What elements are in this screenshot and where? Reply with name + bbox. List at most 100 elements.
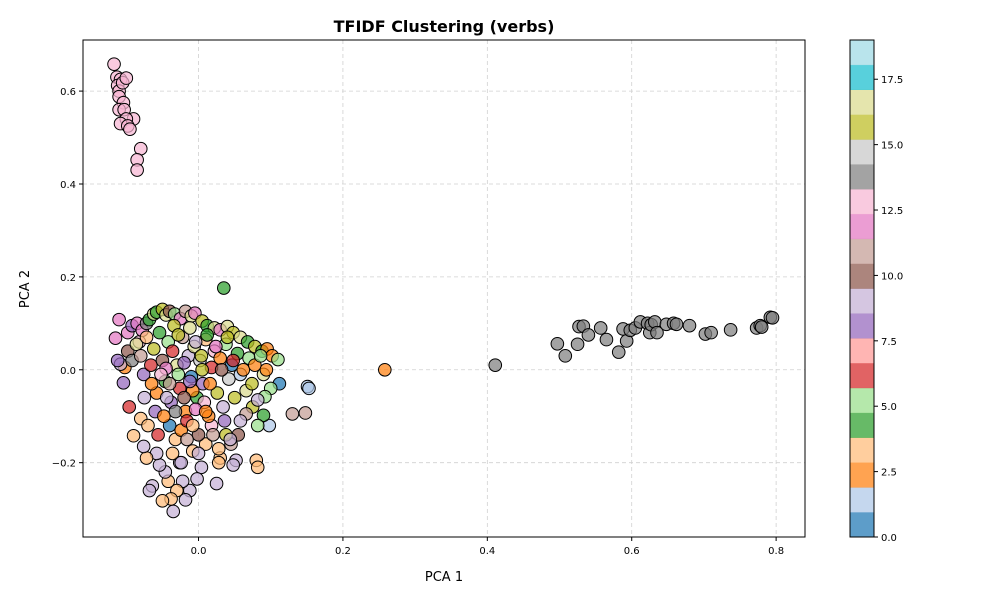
grid — [83, 40, 805, 537]
colorbar: 0.0 2.5 5.0 7.5 10.0 12.5 15.0 17.5 — [849, 39, 903, 544]
y-tick-label: 0.0 — [60, 366, 76, 377]
data-point — [250, 460, 265, 475]
data-point — [550, 336, 565, 351]
data-point — [157, 409, 171, 424]
data-point — [171, 367, 186, 382]
colorbar-segment — [850, 412, 874, 438]
data-point — [250, 393, 265, 407]
data-point — [177, 390, 191, 405]
data-point — [259, 362, 274, 377]
y-tick-label: 0.6 — [60, 87, 76, 98]
data-point — [130, 163, 144, 177]
colorbar-segment — [850, 213, 874, 240]
data-point — [133, 349, 148, 363]
data-point — [144, 358, 158, 372]
data-point — [137, 390, 152, 405]
data-point — [223, 432, 238, 447]
y-tick-label: 0.2 — [60, 273, 76, 284]
colorbar-tick-label: 0.0 — [881, 533, 897, 544]
data-point — [558, 349, 573, 363]
data-point — [250, 418, 265, 433]
data-point — [377, 362, 392, 377]
data-point — [166, 504, 181, 519]
data-point — [723, 323, 738, 337]
data-point — [165, 344, 180, 359]
data-point — [227, 390, 242, 405]
colorbar-segment — [850, 512, 874, 538]
data-point — [765, 310, 780, 325]
data-point — [581, 328, 596, 342]
colorbar-segment — [850, 139, 874, 165]
data-point — [611, 345, 626, 359]
data-point — [165, 446, 180, 461]
data-point — [488, 358, 503, 372]
data-point — [136, 367, 151, 382]
data-point — [211, 455, 226, 470]
colorbar-segment — [850, 487, 874, 513]
colorbar-segment — [850, 114, 874, 140]
x-tick-label: 0.2 — [335, 546, 351, 557]
colorbar-tick-label: 12.5 — [881, 206, 903, 217]
y-axis-ticks: −0.2 0.0 0.2 0.4 0.6 — [52, 87, 83, 470]
data-point — [214, 362, 229, 377]
data-point — [669, 317, 684, 332]
data-point — [185, 418, 200, 433]
x-tick-label: 0.4 — [479, 546, 495, 557]
data-point — [136, 439, 151, 454]
data-point — [126, 428, 141, 443]
colorbar-segment — [850, 338, 874, 364]
data-point — [177, 356, 191, 370]
data-point — [203, 376, 217, 391]
data-point — [152, 458, 167, 472]
data-point — [206, 428, 220, 442]
data-point — [216, 281, 231, 295]
y-tick-label: 0.4 — [60, 180, 76, 191]
data-point — [154, 367, 168, 382]
colorbar-tick-label: 7.5 — [881, 337, 897, 348]
data-point — [190, 472, 204, 486]
data-point — [195, 362, 209, 377]
colorbar-segment — [850, 387, 874, 414]
y-tick-label: −0.2 — [52, 459, 76, 470]
data-point — [198, 404, 213, 419]
data-point — [162, 376, 177, 391]
data-point — [253, 349, 268, 363]
data-point — [285, 407, 300, 421]
data-point — [188, 335, 203, 349]
colorbar-tick-label: 17.5 — [881, 75, 903, 86]
data-point — [754, 320, 769, 334]
data-point — [200, 328, 214, 342]
data-point — [236, 362, 251, 377]
x-tick-label: 0.0 — [191, 546, 207, 557]
data-point — [183, 374, 197, 389]
data-point — [116, 375, 131, 390]
data-point — [209, 339, 223, 354]
data-point — [298, 406, 313, 420]
data-point — [151, 428, 165, 442]
data-point — [226, 458, 240, 472]
colorbar-segment — [850, 288, 874, 314]
colorbar-tick-label: 5.0 — [881, 402, 897, 413]
data-point — [171, 328, 186, 342]
data-point — [146, 342, 161, 356]
data-point — [704, 325, 718, 340]
data-point — [139, 451, 154, 465]
colorbar-segment — [850, 89, 874, 115]
data-point — [107, 57, 121, 71]
data-point — [213, 351, 227, 365]
data-point — [122, 400, 137, 414]
data-points — [107, 57, 780, 519]
data-point — [180, 432, 194, 447]
colorbar-frame — [849, 39, 875, 538]
data-point — [159, 390, 174, 405]
data-point — [245, 376, 259, 391]
colorbar-tick-label: 15.0 — [881, 141, 903, 152]
colorbar-segment — [850, 40, 874, 66]
data-point — [144, 376, 159, 391]
x-tick-label: 0.8 — [768, 546, 784, 557]
data-point — [142, 483, 157, 498]
data-point — [226, 353, 240, 368]
data-point — [209, 476, 224, 491]
colorbar-segment — [850, 363, 874, 389]
colorbar-segment — [850, 462, 874, 488]
